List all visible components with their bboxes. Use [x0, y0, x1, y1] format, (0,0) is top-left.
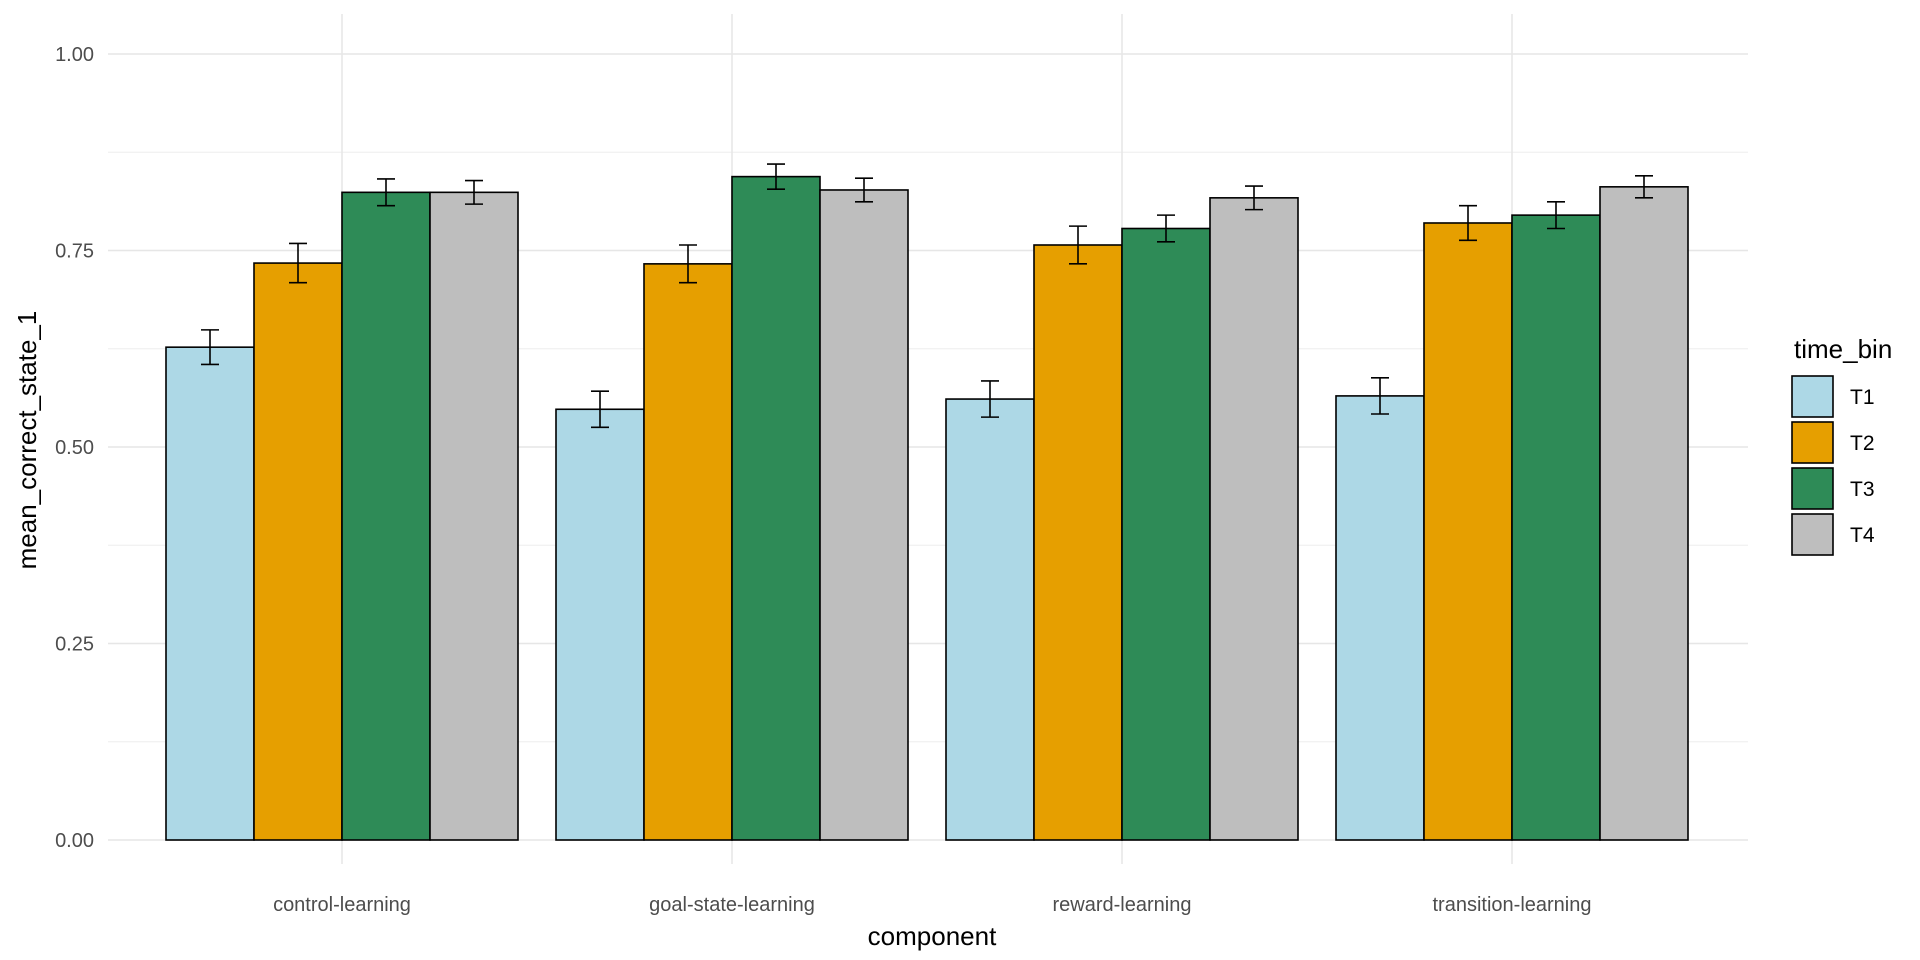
bar [1511, 214, 1601, 841]
y-tick-label: 0.50 [55, 437, 94, 459]
error-bar [289, 242, 307, 284]
bar [165, 346, 255, 841]
bar [555, 408, 645, 841]
x-axis-ticks: control-learning goal-state-learning rewar… [273, 894, 1591, 916]
bars-layer [165, 175, 1689, 841]
legend-key [1791, 375, 1834, 418]
error-bar [1245, 185, 1263, 211]
error-bar [855, 177, 873, 203]
error-bar [377, 178, 395, 207]
x-tick-label: transition-learning [1433, 894, 1592, 916]
y-tick-label: 1.00 [55, 44, 94, 66]
x-tick-label: control-learning [273, 894, 411, 916]
legend-key [1791, 421, 1834, 464]
y-axis-ticks: 0.00 0.25 0.50 0.75 1.00 [55, 44, 94, 852]
bar [819, 189, 909, 841]
error-bar [591, 390, 609, 429]
error-bar [1069, 225, 1087, 265]
bar [1599, 186, 1689, 841]
legend-label: T1 [1850, 386, 1875, 409]
error-bar [1157, 214, 1175, 243]
y-tick-label: 0.25 [55, 634, 94, 656]
legend-key [1791, 467, 1834, 510]
error-bar [201, 329, 219, 366]
y-tick-label: 0.00 [55, 830, 94, 852]
legend-title: time_bin [1794, 334, 1892, 364]
error-bars-layer [201, 163, 1653, 429]
legend-label: T3 [1850, 478, 1875, 501]
bar [1033, 244, 1123, 841]
x-tick-label: reward-learning [1053, 894, 1192, 916]
error-bar [767, 163, 785, 190]
y-tick-label: 0.75 [55, 241, 94, 263]
bar [253, 262, 343, 841]
bar [429, 191, 519, 841]
y-axis-title: mean_correct_state_1 [12, 311, 42, 570]
legend-label: T4 [1850, 524, 1875, 547]
error-bar [1547, 200, 1565, 230]
error-bar [465, 179, 483, 205]
bar [731, 175, 821, 841]
error-bar [1371, 377, 1389, 415]
bar [643, 263, 733, 841]
legend-key [1791, 513, 1834, 556]
error-bar [981, 380, 999, 418]
legend: time_bin T1 T2 T3 T4 [1791, 334, 1892, 556]
error-bar [1635, 175, 1653, 199]
bar [1335, 395, 1425, 841]
x-tick-label: goal-state-learning [649, 894, 815, 916]
bar [1209, 197, 1299, 841]
x-axis-title: component [868, 921, 997, 951]
error-bar [679, 244, 697, 284]
bar [341, 191, 431, 841]
bar [945, 398, 1035, 841]
error-bar [1459, 204, 1477, 242]
legend-label: T2 [1850, 432, 1875, 455]
bar [1121, 227, 1211, 841]
bar [1423, 222, 1513, 841]
